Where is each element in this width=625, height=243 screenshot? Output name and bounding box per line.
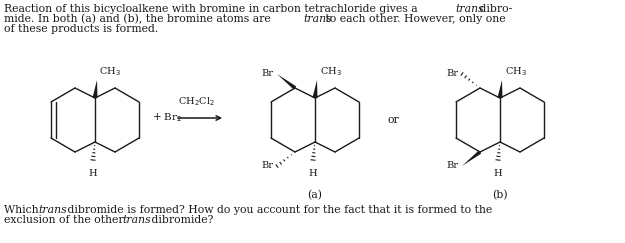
Text: (a): (a) — [308, 190, 322, 200]
Text: H: H — [494, 169, 502, 178]
Text: H: H — [89, 169, 98, 178]
Polygon shape — [498, 80, 502, 98]
Text: Br: Br — [446, 162, 458, 171]
Text: CH$_3$: CH$_3$ — [99, 66, 121, 78]
Text: dibro-: dibro- — [476, 4, 512, 14]
Text: CH$_3$: CH$_3$ — [320, 66, 342, 78]
Text: mide. In both (a) and (b), the bromine atoms are: mide. In both (a) and (b), the bromine a… — [4, 14, 274, 24]
Text: of these products is formed.: of these products is formed. — [4, 24, 158, 34]
Text: Br: Br — [261, 69, 273, 78]
Text: $+$ Br$_{2}$: $+$ Br$_{2}$ — [152, 112, 182, 124]
Polygon shape — [462, 150, 481, 166]
Text: trans: trans — [303, 14, 332, 24]
Text: Which: Which — [4, 205, 42, 215]
Text: exclusion of the other: exclusion of the other — [4, 215, 127, 225]
Text: dibromide?: dibromide? — [148, 215, 213, 225]
Text: Br: Br — [446, 69, 458, 78]
Text: or: or — [387, 115, 399, 125]
Text: trans: trans — [38, 205, 67, 215]
Text: H: H — [309, 169, 318, 178]
Text: to each other. However, only one: to each other. However, only one — [322, 14, 506, 24]
Text: trans: trans — [122, 215, 151, 225]
Text: trans: trans — [455, 4, 484, 14]
Text: CH$_{2}$Cl$_{2}$: CH$_{2}$Cl$_{2}$ — [178, 95, 215, 108]
Polygon shape — [312, 80, 318, 98]
Text: CH$_3$: CH$_3$ — [505, 66, 527, 78]
Text: dibromide is formed? How do you account for the fact that it is formed to the: dibromide is formed? How do you account … — [64, 205, 493, 215]
Text: (b): (b) — [492, 190, 508, 200]
Text: Br: Br — [261, 162, 273, 171]
Polygon shape — [277, 74, 296, 90]
Text: Reaction of this bicycloalkene with bromine in carbon tetrachloride gives a: Reaction of this bicycloalkene with brom… — [4, 4, 421, 14]
Polygon shape — [92, 80, 98, 98]
